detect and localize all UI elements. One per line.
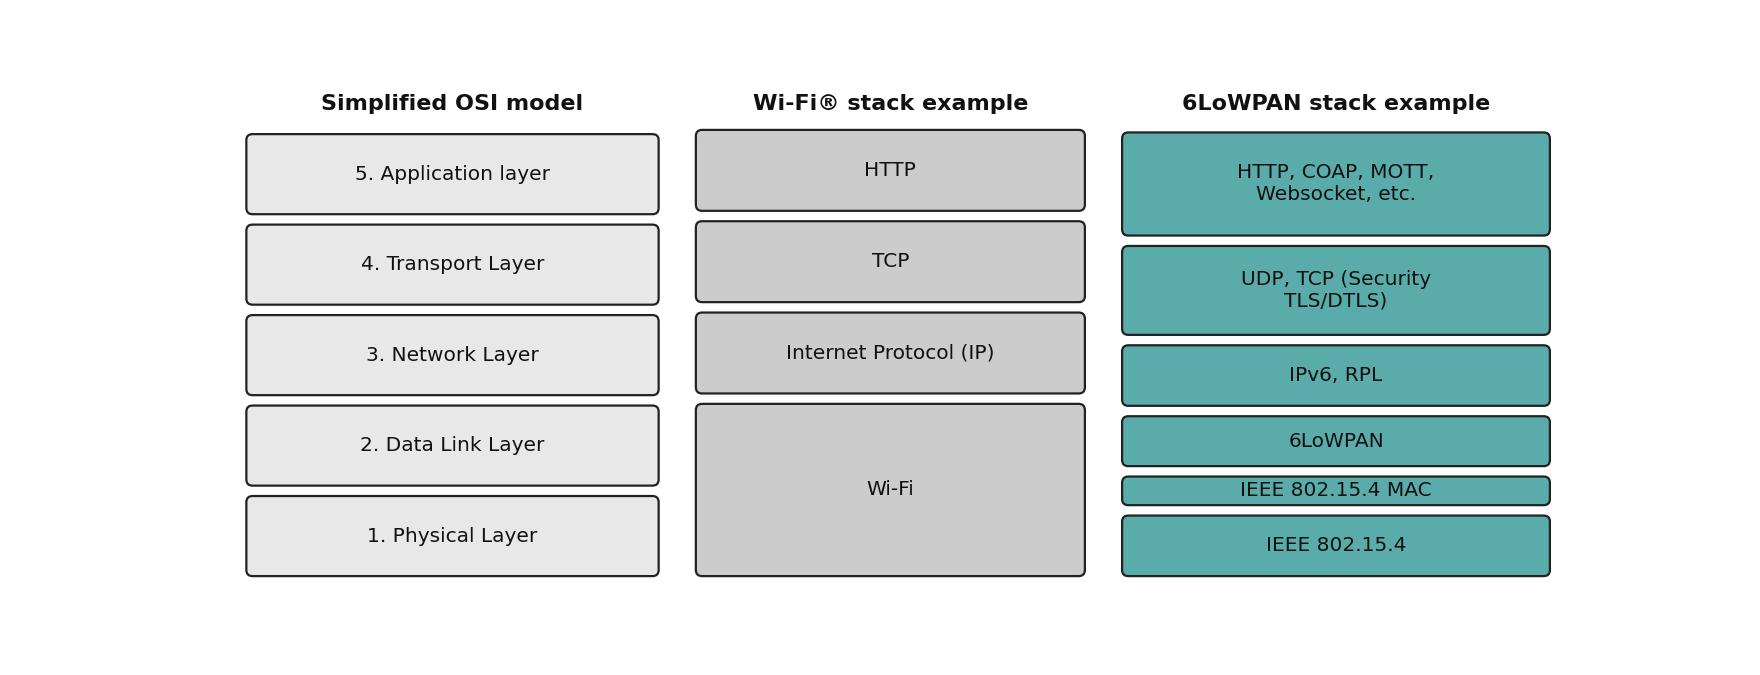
Text: IPv6, RPL: IPv6, RPL: [1290, 366, 1383, 385]
FancyBboxPatch shape: [1123, 516, 1551, 576]
Text: Wi-Fi® stack example: Wi-Fi® stack example: [753, 94, 1028, 114]
Text: 4. Transport Layer: 4. Transport Layer: [361, 255, 544, 274]
Text: 5. Application layer: 5. Application layer: [356, 165, 551, 184]
Text: Simplified OSI model: Simplified OSI model: [322, 94, 584, 114]
Text: 3. Network Layer: 3. Network Layer: [366, 346, 539, 365]
FancyBboxPatch shape: [1123, 416, 1551, 466]
Text: HTTP, COAP, MOTT,
Websocket, etc.: HTTP, COAP, MOTT, Websocket, etc.: [1237, 163, 1434, 205]
FancyBboxPatch shape: [1123, 346, 1551, 406]
Text: UDP, TCP (Security
TLS/DTLS): UDP, TCP (Security TLS/DTLS): [1241, 270, 1431, 311]
FancyBboxPatch shape: [246, 315, 658, 395]
Text: 1. Physical Layer: 1. Physical Layer: [368, 526, 537, 545]
FancyBboxPatch shape: [246, 406, 658, 485]
Text: 2. Data Link Layer: 2. Data Link Layer: [361, 436, 544, 455]
FancyBboxPatch shape: [246, 496, 658, 576]
Text: Wi-Fi: Wi-Fi: [866, 481, 913, 500]
Text: 6LoWPAN: 6LoWPAN: [1288, 432, 1383, 451]
FancyBboxPatch shape: [246, 134, 658, 214]
Text: Internet Protocol (IP): Internet Protocol (IP): [787, 344, 994, 362]
FancyBboxPatch shape: [246, 225, 658, 304]
FancyBboxPatch shape: [695, 130, 1084, 211]
FancyBboxPatch shape: [1123, 132, 1551, 236]
Text: IEEE 802.15.4: IEEE 802.15.4: [1265, 537, 1406, 556]
FancyBboxPatch shape: [1123, 246, 1551, 335]
Text: HTTP: HTTP: [864, 161, 917, 180]
FancyBboxPatch shape: [695, 404, 1084, 576]
FancyBboxPatch shape: [695, 221, 1084, 302]
FancyBboxPatch shape: [695, 313, 1084, 394]
Text: IEEE 802.15.4 MAC: IEEE 802.15.4 MAC: [1241, 481, 1433, 500]
FancyBboxPatch shape: [1123, 477, 1551, 505]
Text: TCP: TCP: [871, 252, 910, 271]
Text: 6LoWPAN stack example: 6LoWPAN stack example: [1183, 94, 1491, 114]
